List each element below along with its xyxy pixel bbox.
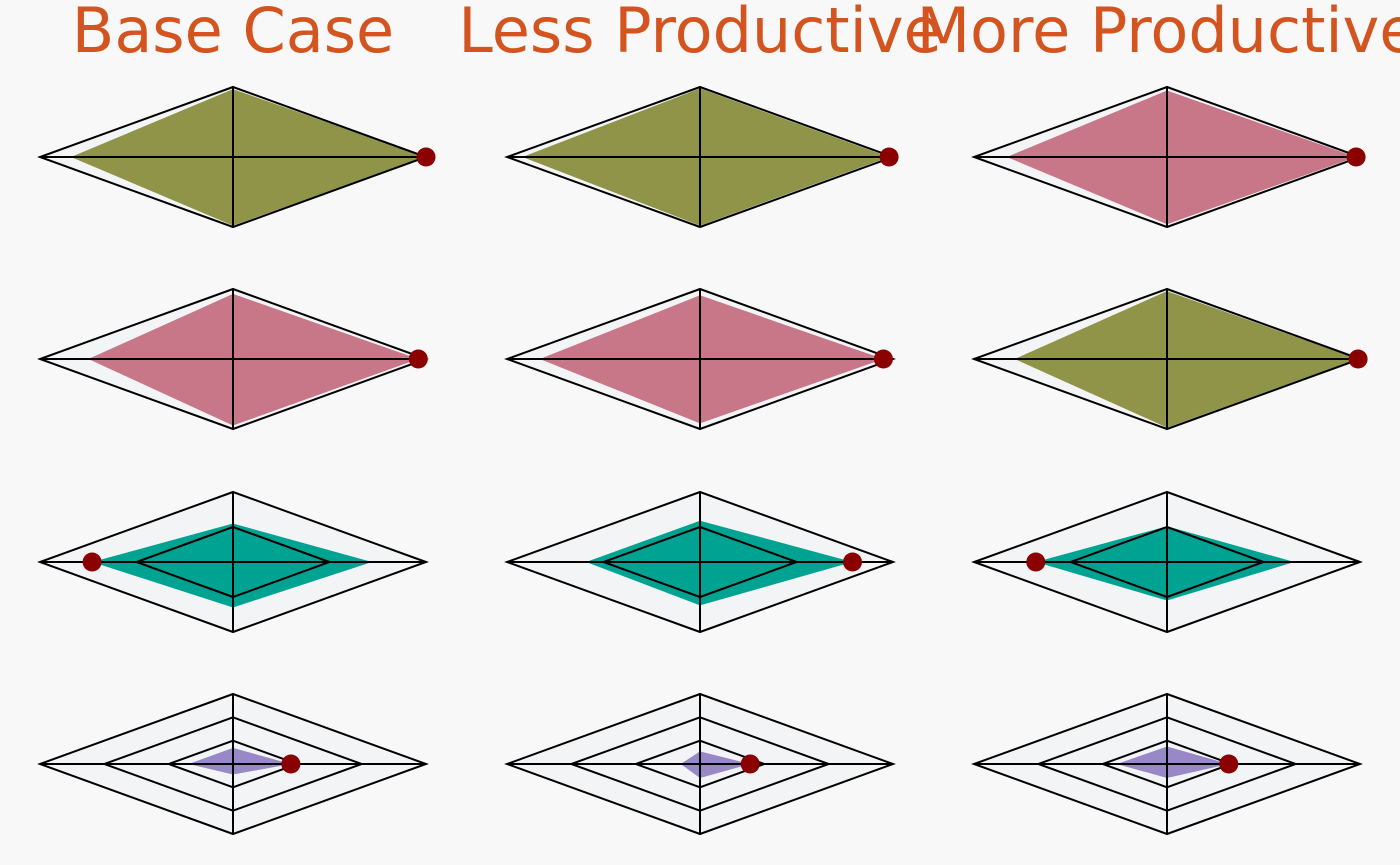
radar-cell-r1-c2 [504, 85, 899, 229]
radar-marker [1348, 349, 1368, 369]
radar-marker [879, 147, 899, 167]
radar-marker [281, 754, 301, 774]
radar-marker [873, 349, 893, 369]
radar-cell-r4-c1 [37, 692, 429, 836]
radar-data-polygon [1035, 526, 1295, 601]
column-title-1: Base Case [72, 0, 394, 67]
radar-cell-r4-c3 [971, 692, 1363, 836]
radar-cell-r1-c1 [37, 85, 436, 229]
radar-cells [37, 85, 1368, 836]
radar-cell-r2-c3 [971, 287, 1368, 431]
radar-cell-r3-c3 [971, 490, 1363, 634]
radar-cell-r2-c1 [37, 287, 429, 431]
radar-marker [82, 552, 102, 572]
radar-cell-r3-c1 [37, 490, 429, 634]
radar-marker [408, 349, 428, 369]
column-title-3: More Productive [917, 0, 1400, 67]
radar-cell-r4-c2 [504, 692, 896, 836]
radar-cell-r1-c3 [971, 85, 1366, 229]
radar-marker [1026, 552, 1046, 572]
radar-marker [1346, 147, 1366, 167]
radar-data-polygon [188, 747, 291, 775]
radar-marker [1219, 754, 1239, 774]
radar-cell-r2-c2 [504, 287, 896, 431]
radar-data-polygon [586, 520, 853, 606]
radar-data-polygon [1116, 746, 1229, 778]
radar-cell-r3-c2 [504, 490, 896, 634]
radar-marker [740, 754, 760, 774]
radar-marker [843, 552, 862, 572]
column-title-2: Less Productive [458, 0, 941, 67]
radar-marker [416, 147, 436, 167]
